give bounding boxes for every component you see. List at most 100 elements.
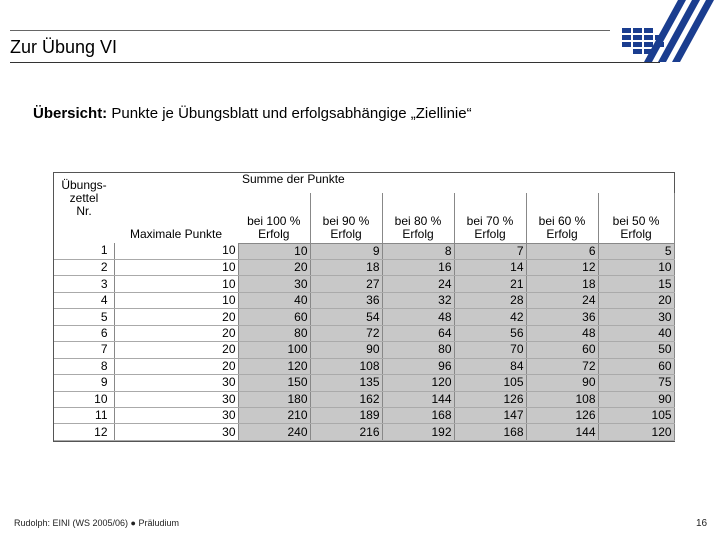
cell-points: 147 xyxy=(454,407,527,425)
cell-points: 126 xyxy=(454,391,527,409)
cell-nr: 4 xyxy=(54,292,115,310)
cell-nr: 3 xyxy=(54,275,115,293)
title-rule xyxy=(10,62,660,63)
cell-points: 80 xyxy=(238,325,311,343)
table-row: 7 20 100 90 80 70 60 50 xyxy=(54,341,675,359)
header-pct-4: bei 60 % Erfolg xyxy=(526,193,599,244)
cell-points: 8 xyxy=(382,243,455,260)
cell-points: 84 xyxy=(454,358,527,376)
cell-points: 168 xyxy=(454,423,527,441)
header-nr: Übungs- zettel Nr. xyxy=(54,173,114,243)
cell-nr: 8 xyxy=(54,358,115,376)
cell-points: 60 xyxy=(238,308,311,326)
table-row: 10 30 180 162 144 126 108 90 xyxy=(54,391,675,409)
table-row: 4 10 40 36 32 28 24 20 xyxy=(54,292,675,310)
top-rule xyxy=(10,30,610,31)
cell-points: 72 xyxy=(310,325,383,343)
cell-max: 20 xyxy=(114,308,239,326)
cell-points: 96 xyxy=(382,358,455,376)
header-pct-top: bei 70 % xyxy=(466,213,514,228)
cell-points: 72 xyxy=(526,358,599,376)
cell-points: 80 xyxy=(382,341,455,359)
cell-points: 120 xyxy=(382,374,455,392)
subtitle-text: Punkte je Übungsblatt und erfolgsabhängi… xyxy=(107,105,472,122)
header-pct-top: bei 90 % xyxy=(322,213,370,228)
cell-points: 150 xyxy=(238,374,311,392)
table-row: 11 30 210 189 168 147 126 105 xyxy=(54,407,675,425)
cell-nr: 5 xyxy=(54,308,115,326)
cell-nr: 12 xyxy=(54,423,115,441)
cell-max: 30 xyxy=(114,423,239,441)
table-row: 12 30 240 216 192 168 144 120 xyxy=(54,423,675,441)
cell-points: 18 xyxy=(526,275,599,293)
cell-points: 40 xyxy=(238,292,311,310)
cell-points: 42 xyxy=(454,308,527,326)
header-pct-2: bei 80 % Erfolg xyxy=(382,193,455,244)
cell-points: 105 xyxy=(598,407,675,425)
cell-points: 36 xyxy=(526,308,599,326)
cell-points: 100 xyxy=(238,341,311,359)
header-pct-1: bei 90 % Erfolg xyxy=(310,193,383,244)
cell-points: 210 xyxy=(238,407,311,425)
header-nr-line1: Übungs- xyxy=(61,178,107,192)
cell-points: 48 xyxy=(526,325,599,343)
cell-points: 60 xyxy=(598,358,675,376)
cell-points: 20 xyxy=(238,259,311,277)
cell-points: 162 xyxy=(310,391,383,409)
header-pct-bottom: Erfolg xyxy=(620,226,652,241)
cell-max: 20 xyxy=(114,341,239,359)
cell-nr: 6 xyxy=(54,325,115,343)
table-row: 3 10 30 27 24 21 18 15 xyxy=(54,275,675,293)
header-pct-3: bei 70 % Erfolg xyxy=(454,193,527,244)
cell-points: 16 xyxy=(382,259,455,277)
cell-points: 15 xyxy=(598,275,675,293)
cell-points: 36 xyxy=(310,292,383,310)
subtitle-bold: Übersicht: xyxy=(33,105,108,122)
cell-nr: 7 xyxy=(54,341,115,359)
header-pct-top: bei 50 % xyxy=(612,213,660,228)
header-pct-bottom: Erfolg xyxy=(258,226,290,241)
cell-points: 192 xyxy=(382,423,455,441)
cell-points: 144 xyxy=(526,423,599,441)
cell-points: 60 xyxy=(526,341,599,359)
slide-title: Zur Übung VI xyxy=(10,37,118,57)
cell-points: 12 xyxy=(526,259,599,277)
cell-points: 30 xyxy=(598,308,675,326)
cell-points: 90 xyxy=(526,374,599,392)
cell-points: 90 xyxy=(598,391,675,409)
table-row: 5 20 60 54 48 42 36 30 xyxy=(54,308,675,326)
header-pct-top: bei 100 % xyxy=(247,213,301,228)
header-summe: Summe der Punkte xyxy=(242,172,345,186)
cell-max: 10 xyxy=(114,243,239,260)
footer-left: Rudolph: EINI (WS 2005/06) ● Präludium xyxy=(14,518,180,528)
cell-max: 10 xyxy=(114,275,239,293)
cell-points: 50 xyxy=(598,341,675,359)
cell-points: 27 xyxy=(310,275,383,293)
cell-nr: 1 xyxy=(54,243,115,260)
cell-points: 10 xyxy=(598,259,675,277)
cell-points: 108 xyxy=(310,358,383,376)
table-row: 1 10 10 9 8 7 6 5 xyxy=(54,243,675,260)
cell-points: 7 xyxy=(454,243,527,260)
cell-points: 216 xyxy=(310,423,383,441)
cell-points: 126 xyxy=(526,407,599,425)
cell-points: 70 xyxy=(454,341,527,359)
cell-points: 40 xyxy=(598,325,675,343)
header-nr-line2: zettel xyxy=(69,191,99,205)
cell-nr: 9 xyxy=(54,374,115,392)
page-number: 16 xyxy=(696,518,708,529)
university-logo-icon xyxy=(622,0,714,62)
cell-points: 21 xyxy=(454,275,527,293)
cell-points: 56 xyxy=(454,325,527,343)
header-pct-bottom: Erfolg xyxy=(330,226,362,241)
cell-points: 14 xyxy=(454,259,527,277)
cell-points: 24 xyxy=(526,292,599,310)
cell-points: 90 xyxy=(310,341,383,359)
header-pct-top: bei 60 % xyxy=(538,213,586,228)
points-table: Übungs- zettel Nr. Maximale Punkte Summe… xyxy=(53,172,675,442)
cell-points: 54 xyxy=(310,308,383,326)
cell-nr: 11 xyxy=(54,407,115,425)
cell-points: 120 xyxy=(238,358,311,376)
cell-points: 20 xyxy=(598,292,675,310)
logo-grid xyxy=(622,28,664,54)
